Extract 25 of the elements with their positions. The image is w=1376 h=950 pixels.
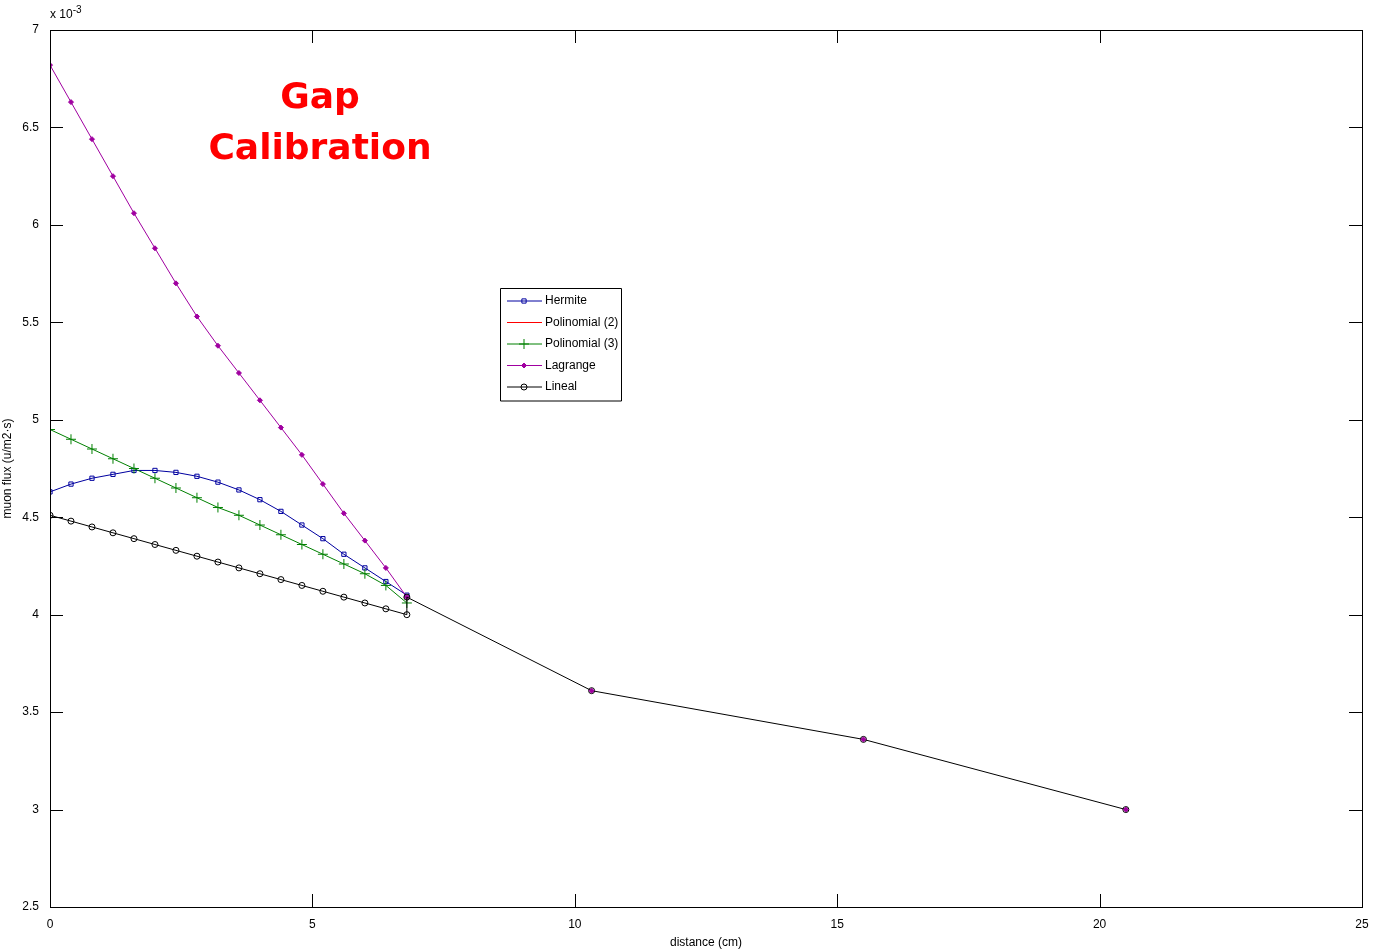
y-tick-label: 3 (32, 801, 40, 816)
legend-label: Polinomial (2) (545, 314, 619, 329)
x-tick-label: 25 (1355, 916, 1369, 931)
y-tick-label: 3.5 (22, 704, 40, 719)
legend-label: Hermite (545, 293, 588, 308)
y-tick-label: 4 (32, 606, 40, 621)
legend-label: Lineal (545, 379, 578, 394)
legend-label: Polinomial (3) (545, 336, 619, 351)
legend-label: Lagrange (545, 357, 597, 372)
x-tick-label: 10 (568, 916, 582, 931)
y-tick-label: 4.5 (22, 509, 40, 524)
x-tick-label: 15 (830, 916, 845, 931)
x-tick-label: 20 (1092, 916, 1107, 931)
x-tick-label: 5 (309, 916, 317, 931)
x-tick-label: 0 (46, 916, 54, 931)
text: x 10$^{-3}$ (50, 4, 82, 21)
y-axis-title: muon flux (u/m2·s) (0, 418, 14, 519)
y-tick-label: 2.5 (22, 899, 40, 914)
y-tick-label: 7 (32, 22, 40, 37)
y-tick-label: 6 (32, 217, 40, 232)
y-tick-label: 5.5 (22, 314, 40, 329)
y-tick-label: 5 (32, 412, 40, 427)
y-tick-label: 6.5 (22, 119, 40, 134)
annotation: Gap Calibration (207, 74, 433, 169)
x-axis-title: distance (cm) (669, 935, 743, 950)
